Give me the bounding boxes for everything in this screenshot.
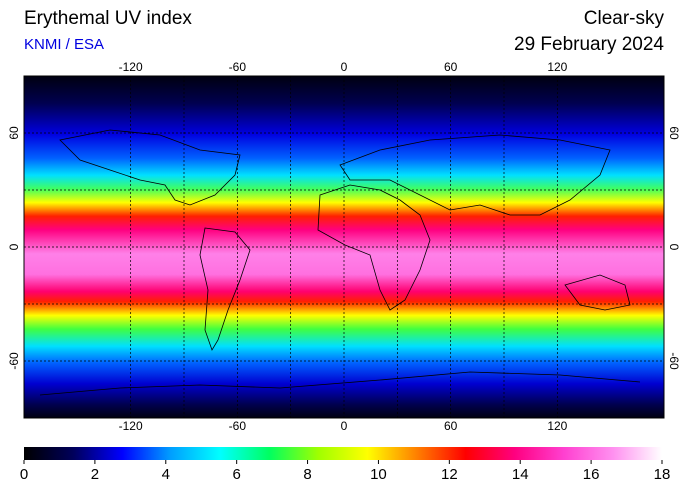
graticule: [24, 76, 664, 418]
colorbar-label: 12: [441, 466, 458, 483]
lat-label: 60: [667, 126, 681, 140]
lon-label: 60: [444, 419, 458, 433]
condition: Clear-sky: [584, 8, 665, 29]
colorbar-label: 2: [91, 466, 99, 483]
lat-label: -60: [7, 352, 21, 370]
colorbar-label: 4: [162, 466, 170, 483]
lon-label: 0: [341, 419, 348, 433]
lon-label: 0: [341, 60, 348, 74]
colorbar-label: 16: [583, 466, 600, 483]
lat-label: 0: [667, 244, 681, 251]
colorbar: [24, 447, 662, 460]
lat-label: 60: [7, 126, 21, 140]
lon-label: -60: [229, 419, 247, 433]
lon-label: -120: [119, 419, 143, 433]
title: Erythemal UV index: [24, 8, 192, 29]
colorbar-label: 0: [20, 466, 28, 483]
lat-label: -60: [667, 352, 681, 370]
lat-label: 0: [7, 243, 21, 250]
lon-label: -60: [229, 60, 247, 74]
lon-label: -120: [119, 60, 143, 74]
colorbar-label: 18: [654, 466, 671, 483]
date: 29 February 2024: [514, 34, 664, 55]
lon-label: 60: [444, 60, 458, 74]
map-frame: [23, 75, 665, 419]
lon-label: 120: [547, 419, 567, 433]
colorbar-label: 6: [232, 466, 240, 483]
source: KNMI / ESA: [24, 36, 104, 53]
colorbar-label: 10: [370, 466, 387, 483]
colorbar-label: 14: [512, 466, 529, 483]
coastlines: [39, 129, 641, 396]
lon-label: 120: [547, 60, 567, 74]
colorbar-label: 8: [303, 466, 311, 483]
